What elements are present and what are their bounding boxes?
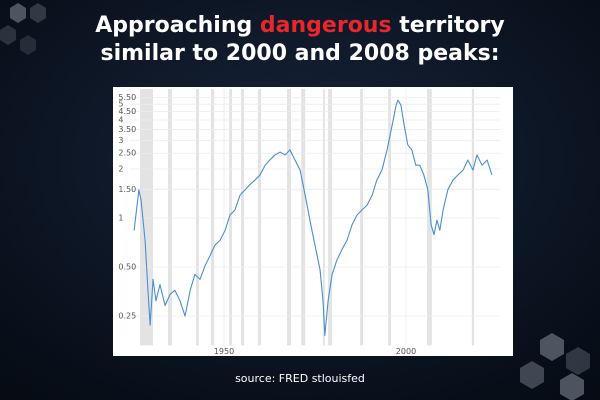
title-text: territory [399,13,505,38]
recession-band [210,89,215,346]
recession-band [195,89,199,346]
y-tick-label: 1 [118,214,123,223]
y-tick-label: 3 [118,136,123,145]
hexagon-decor [0,3,590,400]
chart-panel [113,87,513,356]
recession-band [471,89,475,346]
y-tick-label: 0.25 [118,312,136,321]
y-tick-label: 2 [118,164,123,173]
y-tick-label: 0.50 [118,263,136,272]
recession-band [301,89,306,346]
recession-band [388,89,392,346]
recession-band [360,89,364,346]
recession-band [229,89,233,346]
x-tick-label: 1950 [214,347,234,356]
y-tick-label: 1.50 [118,185,136,194]
y-tick-label: 5.50 [118,93,136,102]
recession-band [241,89,245,346]
recession-band [323,89,325,346]
source: source: FRED stlouisfed [235,372,365,385]
recession-band [328,89,333,346]
recession-band [167,89,172,346]
y-tick-label: 5 [118,100,123,109]
title-line: similar to 2000 and 2008 peaks: [100,41,499,66]
series-line [133,99,493,336]
x-tick-label: 2000 [396,347,416,356]
title-highlight: dangerous [260,13,392,38]
y-tick-label: 3.50 [118,125,136,134]
title-text: Approaching [95,13,252,38]
recession-band [257,89,262,346]
recession-band [286,89,291,346]
y-tick-label: 4 [118,115,123,124]
recession-band [427,89,432,346]
title: Approaching dangerous territory [95,13,505,38]
y-tick-label: 4.50 [118,107,136,116]
y-tick-label: 2.50 [118,149,136,158]
